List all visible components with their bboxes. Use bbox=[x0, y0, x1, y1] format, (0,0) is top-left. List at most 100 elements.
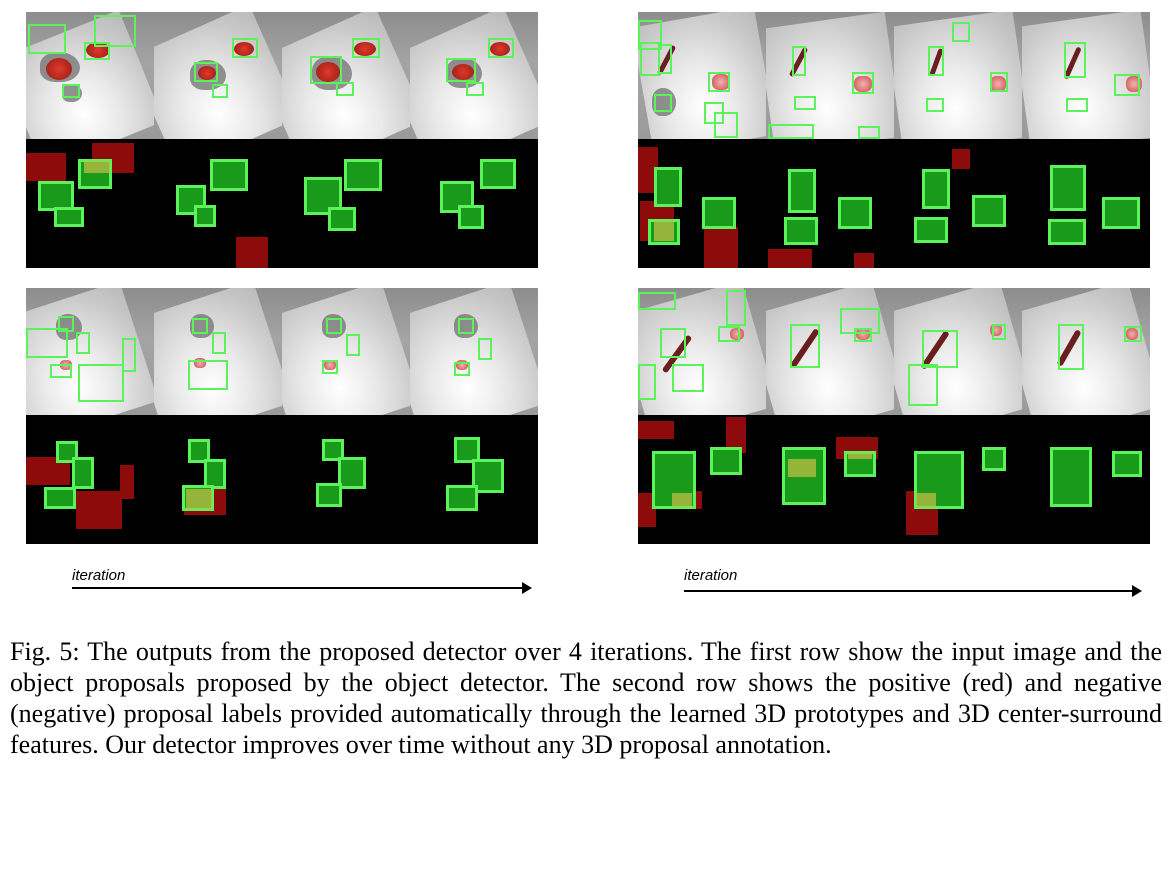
input-images-strip bbox=[26, 288, 538, 415]
input-frame-2 bbox=[766, 12, 894, 139]
proposal-box bbox=[84, 42, 110, 60]
proposal-box bbox=[194, 62, 218, 82]
proposal-box bbox=[1124, 326, 1142, 342]
negative-label bbox=[1112, 451, 1142, 477]
input-frame-1 bbox=[26, 12, 154, 139]
proposal-box bbox=[26, 328, 68, 358]
proposal-box bbox=[638, 292, 676, 310]
proposal-box bbox=[952, 22, 970, 42]
proposal-box bbox=[638, 364, 656, 400]
figure-caption: Fig. 5: The outputs from the proposed de… bbox=[10, 637, 1162, 759]
negative-label bbox=[322, 439, 344, 461]
negative-label bbox=[982, 447, 1006, 471]
proposal-box bbox=[346, 334, 360, 356]
proposal-box bbox=[768, 124, 814, 139]
positive-label bbox=[638, 147, 658, 193]
positive-label bbox=[76, 491, 122, 529]
iteration-arrow-left bbox=[72, 582, 532, 594]
positive-label bbox=[120, 465, 134, 499]
proposal-box bbox=[858, 126, 880, 139]
input-frame-4 bbox=[410, 288, 538, 415]
input-frame-2 bbox=[154, 12, 282, 139]
negative-label bbox=[210, 159, 248, 191]
proposal-box bbox=[1064, 42, 1086, 78]
proposal-box bbox=[790, 324, 820, 368]
panel-bottom-right bbox=[638, 288, 1150, 544]
negative-label bbox=[338, 457, 366, 489]
negative-label bbox=[702, 197, 736, 229]
input-frame-2 bbox=[766, 288, 894, 415]
input-frame-3 bbox=[894, 12, 1022, 139]
input-frame-3 bbox=[282, 288, 410, 415]
proposal-box bbox=[122, 338, 136, 372]
input-frame-3 bbox=[894, 288, 1022, 415]
proposal-box bbox=[188, 360, 228, 390]
proposal-box bbox=[726, 290, 746, 326]
input-frame-4 bbox=[410, 12, 538, 139]
proposal-box bbox=[1066, 98, 1088, 112]
label-maps-strip bbox=[26, 417, 538, 544]
negative-label bbox=[194, 205, 216, 227]
input-frame-4 bbox=[1022, 12, 1150, 139]
negative-label bbox=[188, 439, 210, 463]
negative-label bbox=[38, 181, 74, 211]
iteration-label-left: iteration bbox=[72, 567, 126, 584]
proposal-box bbox=[94, 15, 136, 47]
negative-label bbox=[446, 485, 478, 511]
proposal-box bbox=[62, 84, 80, 98]
negative-label bbox=[1050, 447, 1092, 507]
proposal-box bbox=[322, 360, 338, 374]
proposal-box bbox=[654, 94, 672, 112]
negative-label bbox=[972, 195, 1006, 227]
input-frame-4 bbox=[1022, 288, 1150, 415]
negative-label bbox=[72, 457, 94, 489]
negative-label bbox=[344, 159, 382, 191]
proposal-box bbox=[466, 82, 484, 96]
label-maps-strip bbox=[638, 141, 1150, 268]
proposal-box bbox=[326, 318, 342, 334]
positive-label bbox=[704, 227, 738, 268]
proposal-box bbox=[1058, 324, 1084, 370]
proposal-box bbox=[992, 324, 1006, 340]
proposal-box bbox=[78, 364, 124, 402]
proposal-box bbox=[232, 38, 258, 58]
proposal-box bbox=[28, 24, 66, 54]
proposal-box bbox=[660, 328, 686, 358]
negative-label bbox=[316, 483, 342, 507]
negative-label bbox=[1102, 197, 1140, 229]
negative-label bbox=[204, 459, 226, 489]
proposal-box bbox=[794, 96, 816, 110]
proposal-box bbox=[336, 82, 354, 96]
proposal-box bbox=[310, 56, 342, 84]
positive-label bbox=[638, 421, 674, 439]
negative-label bbox=[1048, 219, 1086, 245]
negative-label bbox=[784, 217, 818, 245]
proposal-box bbox=[50, 364, 72, 378]
input-images-strip bbox=[638, 12, 1150, 139]
proposal-box bbox=[192, 318, 208, 334]
proposal-box bbox=[714, 112, 738, 138]
positive-label bbox=[638, 493, 656, 527]
negative-label bbox=[44, 487, 76, 509]
negative-label bbox=[838, 197, 872, 229]
proposal-box bbox=[640, 42, 660, 76]
proposal-box bbox=[852, 72, 874, 94]
input-images-strip bbox=[26, 12, 538, 139]
positive-label bbox=[26, 153, 66, 181]
proposal-box bbox=[488, 38, 514, 58]
positive-label bbox=[236, 237, 268, 268]
negative-label bbox=[480, 159, 516, 189]
input-frame-3 bbox=[282, 12, 410, 139]
negative-label bbox=[328, 207, 356, 231]
negative-label bbox=[176, 185, 206, 215]
proposal-box bbox=[1114, 74, 1140, 96]
label-maps-strip bbox=[26, 141, 538, 268]
negative-label bbox=[458, 205, 484, 229]
negative-label bbox=[54, 207, 84, 227]
panel-bottom-left bbox=[26, 288, 538, 544]
proposal-box bbox=[638, 20, 662, 50]
negative-label bbox=[654, 167, 682, 207]
panel-top-right bbox=[638, 12, 1150, 268]
proposal-box bbox=[708, 72, 730, 92]
proposal-box bbox=[672, 364, 704, 392]
